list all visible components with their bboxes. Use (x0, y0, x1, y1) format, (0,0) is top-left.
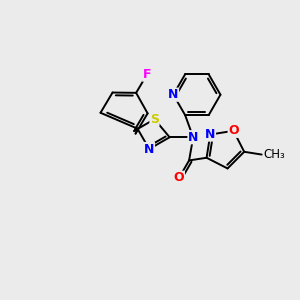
Text: F: F (143, 68, 151, 81)
Text: CH₃: CH₃ (264, 148, 285, 161)
Text: N: N (168, 88, 178, 101)
Text: N: N (188, 131, 198, 144)
Text: N: N (205, 128, 215, 141)
Text: O: O (174, 171, 184, 184)
Text: O: O (228, 124, 239, 137)
Text: S: S (150, 113, 159, 126)
Text: N: N (144, 142, 154, 155)
